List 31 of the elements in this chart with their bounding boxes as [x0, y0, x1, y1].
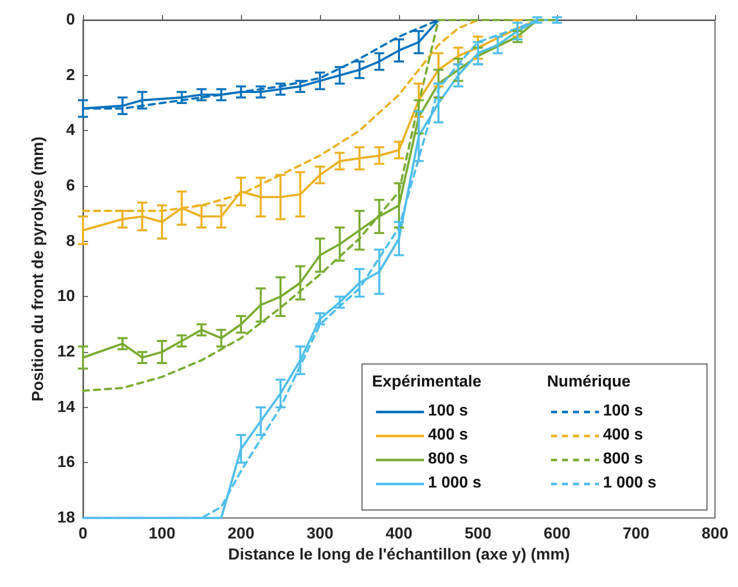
- y-tick-label: 0: [66, 12, 76, 28]
- y-tick-label: 10: [57, 288, 76, 306]
- legend-label: 800 s: [428, 450, 468, 468]
- y-tick-label: 2: [66, 66, 76, 84]
- y-tick-label: 4: [66, 122, 76, 140]
- y-axis-title: Position du front de pyrolyse (mm): [30, 136, 47, 402]
- legend-label: 400 s: [603, 426, 644, 444]
- y-tick-label: 6: [66, 178, 76, 194]
- x-tick-label: 400: [386, 526, 412, 542]
- x-tick-label: 700: [622, 526, 650, 542]
- x-axis-title: Distance le long de l'échantillon (axe y) (mm): [228, 546, 570, 564]
- legend-label: 1 000 s: [603, 474, 656, 492]
- x-tick-label: 0: [78, 526, 88, 542]
- x-tick-label: 600: [544, 526, 570, 542]
- x-tick-label: 100: [148, 526, 176, 542]
- y-tick-label: 18: [57, 510, 76, 526]
- legend-label: 1 000 s: [428, 474, 482, 492]
- legend-label: 100 s: [603, 402, 644, 420]
- x-tick-label: 200: [228, 526, 254, 542]
- legend-label: 800 s: [603, 450, 644, 468]
- legend-label: 400 s: [428, 426, 468, 444]
- x-tick-label: 500: [464, 526, 492, 542]
- x-tick-label: 300: [306, 526, 334, 542]
- y-tick-label: 14: [57, 398, 76, 416]
- x-tick-label: 800: [702, 526, 728, 542]
- y-tick-label: 16: [57, 454, 76, 472]
- y-tick-label: 8: [66, 232, 76, 250]
- annotation: Numérique: [547, 374, 631, 390]
- legend-label: 100 s: [428, 402, 468, 420]
- y-tick-label: 12: [57, 344, 76, 360]
- annotation: Expérimentale: [372, 374, 482, 390]
